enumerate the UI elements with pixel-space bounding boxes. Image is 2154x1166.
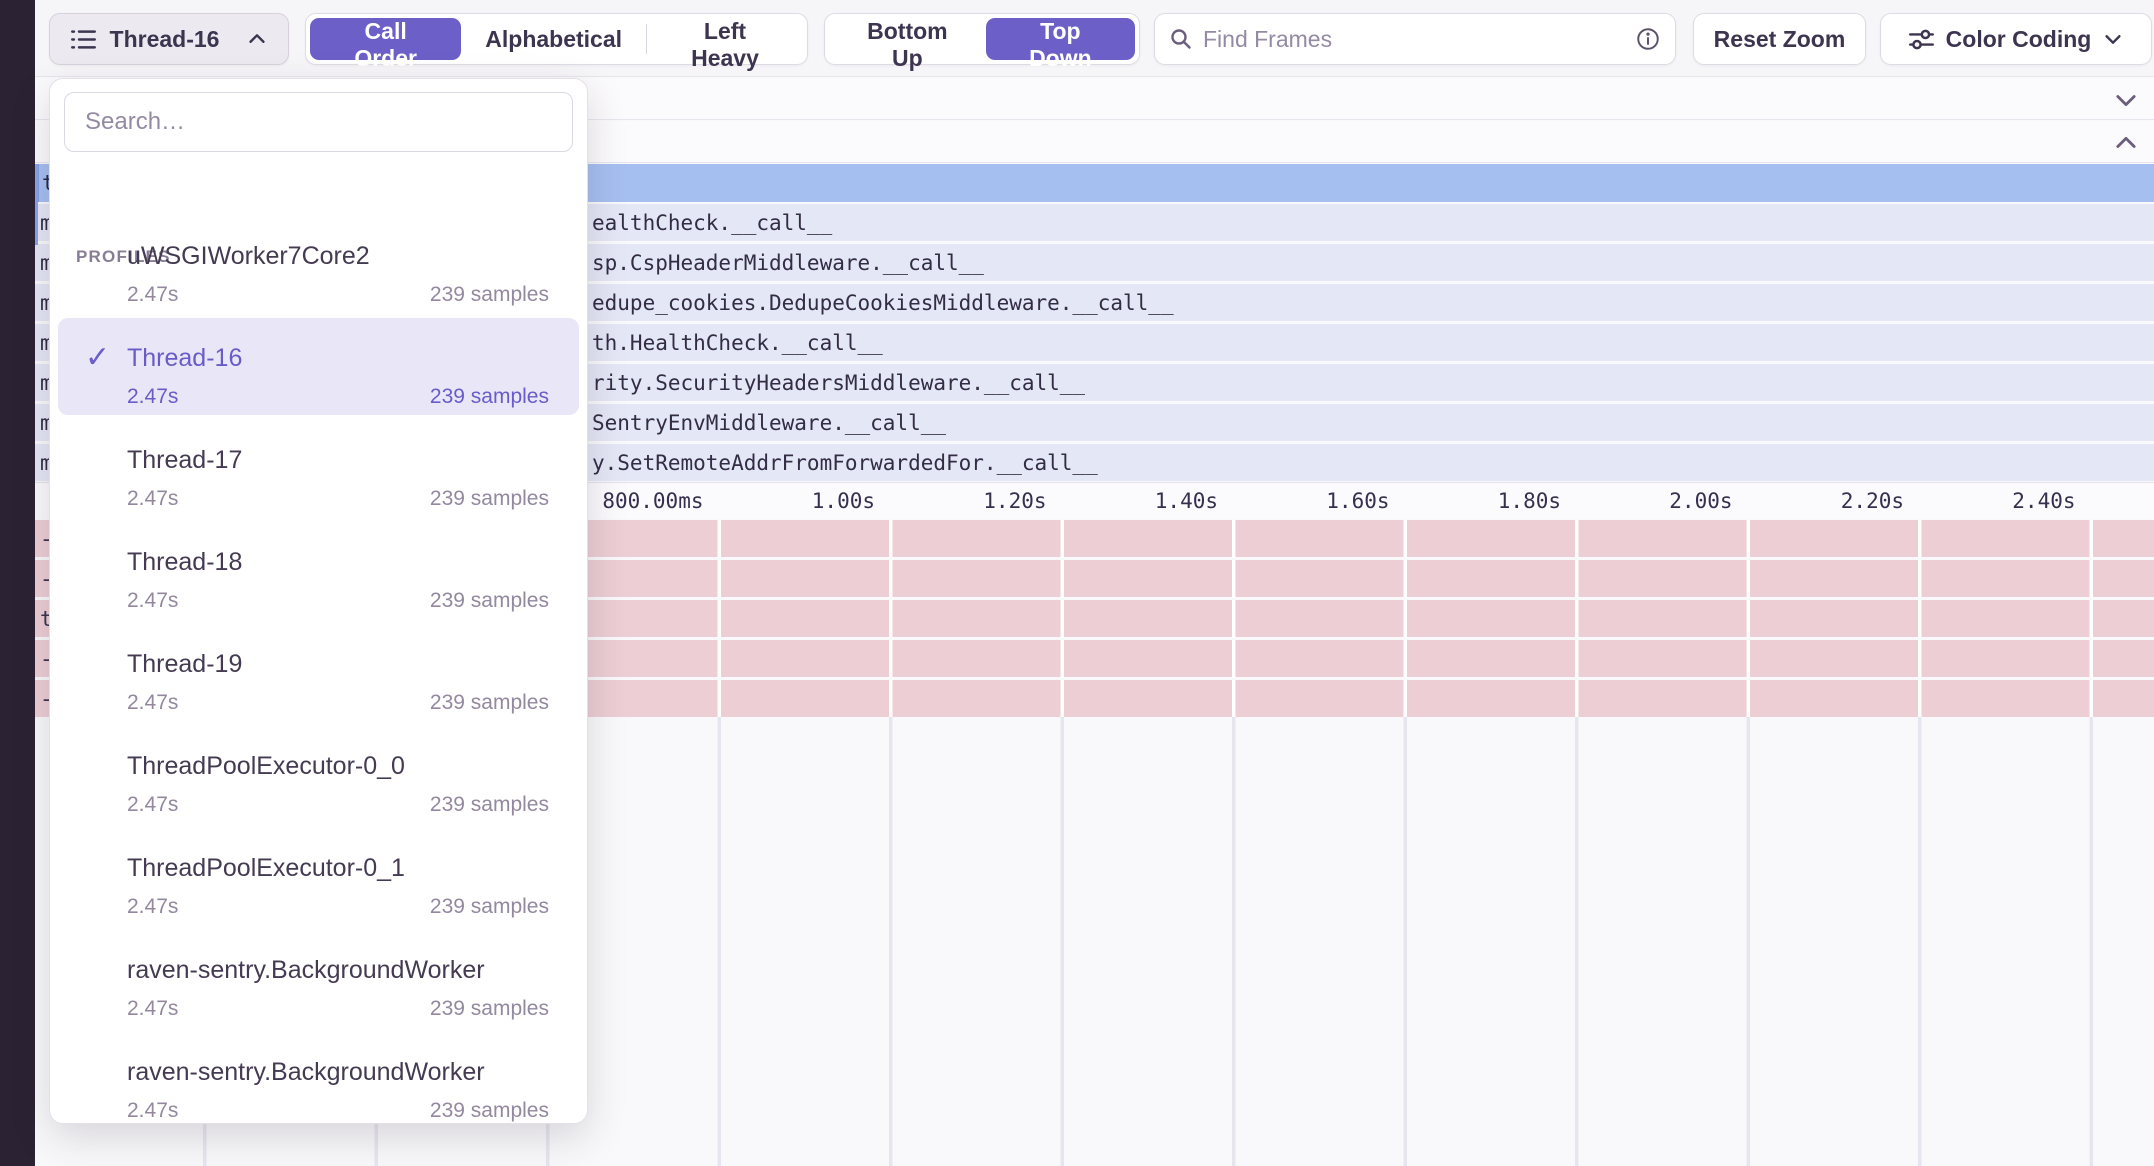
thread-list-icon bbox=[70, 26, 97, 53]
reset-zoom-label: Reset Zoom bbox=[1714, 26, 1846, 53]
frame-label: rity.SecurityHeadersMiddleware.__call__ bbox=[592, 371, 1085, 395]
profile-name: raven-sentry.BackgroundWorker bbox=[127, 1058, 485, 1087]
search-icon bbox=[1169, 27, 1193, 51]
profile-option[interactable]: ✓ThreadPoolExecutor-0_02.47s239 samples bbox=[58, 726, 579, 823]
profile-samples: 239 samples bbox=[430, 283, 549, 307]
profile-samples: 239 samples bbox=[430, 895, 549, 919]
axis-tick-label: 1.00s bbox=[705, 489, 875, 513]
frame-label: y.SetRemoteAddrFromForwardedFor.__call__ bbox=[592, 451, 1098, 475]
profile-samples: 239 samples bbox=[430, 487, 549, 511]
profile-duration: 2.47s bbox=[127, 793, 178, 817]
segment-option-left-heavy[interactable]: Left Heavy bbox=[647, 18, 803, 60]
profile-name: Thread-19 bbox=[127, 650, 242, 679]
chevron-up-icon[interactable] bbox=[2112, 129, 2140, 157]
segment-option-alphabetical[interactable]: Alphabetical bbox=[461, 18, 646, 60]
profile-name: ThreadPoolExecutor-0_0 bbox=[127, 752, 405, 781]
checkmark-icon: ✓ bbox=[85, 340, 110, 375]
profile-samples: 239 samples bbox=[430, 793, 549, 817]
profile-option[interactable]: ✓Thread-182.47s239 samples bbox=[58, 522, 579, 619]
profile-duration: 2.47s bbox=[127, 487, 178, 511]
profile-option[interactable]: ✓ThreadPoolExecutor-0_12.47s239 samples bbox=[58, 828, 579, 925]
app-sidebar bbox=[0, 0, 35, 1166]
axis-tick-label: 2.40s bbox=[1906, 489, 2076, 513]
frame-label: edupe_cookies.DedupeCookiesMiddleware.__… bbox=[592, 291, 1174, 315]
chevron-up-icon bbox=[246, 28, 268, 50]
profile-duration: 2.47s bbox=[127, 589, 178, 613]
view-mode-segmented-control: Bottom UpTop Down bbox=[824, 13, 1140, 65]
reset-zoom-button[interactable]: Reset Zoom bbox=[1693, 13, 1866, 65]
profiling-flamegraph-page: { "toolbar": { "thread_selector": { "lab… bbox=[0, 0, 2154, 1166]
axis-tick-label: 1.20s bbox=[877, 489, 1047, 513]
frame-label: ealthCheck.__call__ bbox=[592, 211, 832, 235]
axis-tick-label: 1.80s bbox=[1391, 489, 1561, 513]
info-icon[interactable] bbox=[1635, 26, 1661, 52]
segment-option-call-order[interactable]: Call Order bbox=[310, 18, 461, 60]
profile-samples: 239 samples bbox=[430, 589, 549, 613]
axis-tick-label: 1.40s bbox=[1048, 489, 1218, 513]
frame-label: SentryEnvMiddleware.__call__ bbox=[592, 411, 946, 435]
flamegraph-toolbar: Thread-16 Call OrderAlphabeticalLeft Hea… bbox=[35, 0, 2154, 77]
profile-duration: 2.47s bbox=[127, 385, 178, 409]
axis-tick-label: 2.20s bbox=[1734, 489, 1904, 513]
profile-option[interactable]: ✓ Thread-16 2.47s 239 samples bbox=[58, 318, 579, 415]
sliders-icon bbox=[1908, 26, 1935, 53]
chevron-down-icon[interactable] bbox=[2112, 86, 2140, 114]
profile-name: ThreadPoolExecutor-0_1 bbox=[127, 854, 405, 883]
axis-tick-label: 2.00s bbox=[1563, 489, 1733, 513]
profile-name: Thread-18 bbox=[127, 548, 242, 577]
profile-samples: 239 samples bbox=[430, 691, 549, 715]
profile-name: raven-sentry.BackgroundWorker bbox=[127, 956, 485, 985]
profile-duration: 2.47s bbox=[127, 997, 178, 1021]
profile-samples: 239 samples bbox=[430, 1099, 549, 1123]
profile-duration: 2.47s bbox=[127, 1099, 178, 1123]
thread-selector-dropdown: PROFILES ✓uWSGIWorker7Core22.47s239 samp… bbox=[49, 78, 588, 1124]
sort-mode-segmented-control: Call OrderAlphabeticalLeft Heavy bbox=[305, 13, 808, 65]
profile-option[interactable]: ✓raven-sentry.BackgroundWorker2.47s239 s… bbox=[58, 930, 579, 1027]
profile-option[interactable]: ✓Thread-172.47s239 samples bbox=[58, 420, 579, 517]
segment-option-top-down[interactable]: Top Down bbox=[986, 18, 1135, 60]
profile-name: Thread-16 bbox=[127, 344, 242, 373]
profile-option[interactable]: ✓Thread-192.47s239 samples bbox=[58, 624, 579, 721]
find-frames-input[interactable] bbox=[1203, 26, 1625, 53]
dropdown-search-input[interactable] bbox=[64, 92, 573, 152]
frame-label: th.HealthCheck.__call__ bbox=[592, 331, 883, 355]
segment-option-bottom-up[interactable]: Bottom Up bbox=[829, 18, 986, 60]
frame-label: sp.CspHeaderMiddleware.__call__ bbox=[592, 251, 984, 275]
selection-indicator bbox=[35, 164, 38, 245]
profile-option[interactable]: ✓raven-sentry.BackgroundWorker2.47s239 s… bbox=[58, 1032, 579, 1124]
find-frames-searchbox[interactable] bbox=[1154, 13, 1676, 65]
chevron-down-icon bbox=[2102, 28, 2124, 50]
profile-name: uWSGIWorker7Core2 bbox=[127, 242, 370, 271]
profile-duration: 2.47s bbox=[127, 283, 178, 307]
profile-name: Thread-17 bbox=[127, 446, 242, 475]
thread-selector-button[interactable]: Thread-16 bbox=[49, 13, 289, 65]
profile-duration: 2.47s bbox=[127, 691, 178, 715]
color-coding-button[interactable]: Color Coding bbox=[1880, 13, 2152, 65]
profile-option[interactable]: ✓uWSGIWorker7Core22.47s239 samples bbox=[58, 216, 579, 313]
thread-selector-label: Thread-16 bbox=[110, 26, 220, 53]
profile-samples: 239 samples bbox=[430, 997, 549, 1021]
color-coding-label: Color Coding bbox=[1946, 26, 2092, 53]
axis-tick-label: 1.60s bbox=[1220, 489, 1390, 513]
profile-duration: 2.47s bbox=[127, 895, 178, 919]
profile-samples: 239 samples bbox=[430, 385, 549, 409]
